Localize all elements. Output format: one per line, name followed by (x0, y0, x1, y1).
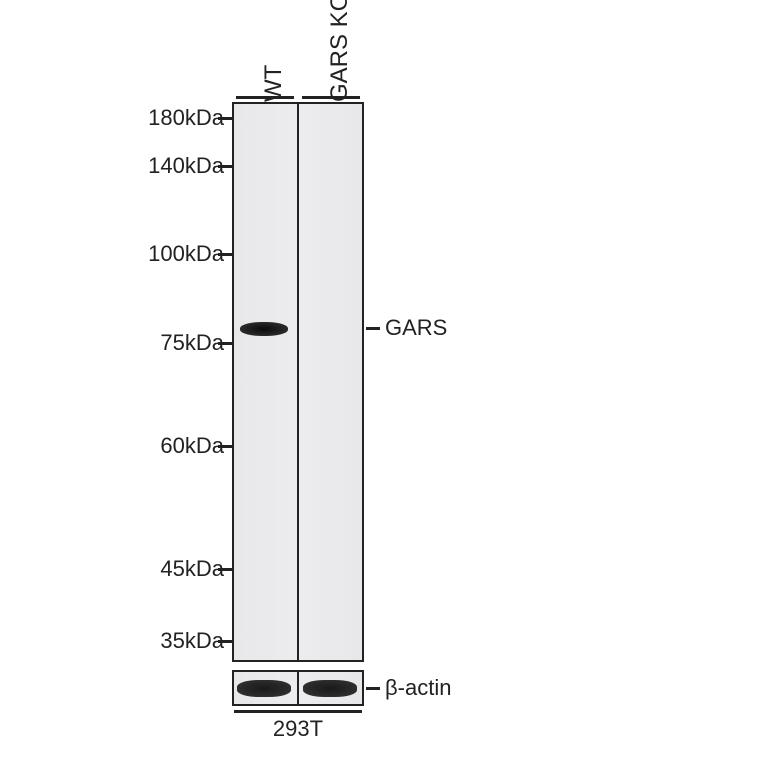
band-actin-ko (303, 680, 357, 697)
mw-label-180: 180kDa (148, 105, 224, 131)
cell-line-label: 293T (232, 716, 364, 742)
mw-tick-180 (218, 117, 232, 120)
mw-label-100: 100kDa (148, 241, 224, 267)
mw-tick-140 (218, 165, 232, 168)
lane-header-ko: GARS KO (326, 0, 354, 102)
protein-tick-gars (366, 327, 380, 330)
mw-label-60: 60kDa (160, 433, 224, 459)
mw-label-45: 45kDa (160, 556, 224, 582)
protein-label-actin: β-actin (385, 675, 451, 701)
cell-line-bar (234, 710, 362, 713)
band-gars-wt (240, 322, 288, 336)
mw-label-75: 75kDa (160, 330, 224, 356)
mw-tick-60 (218, 445, 232, 448)
mw-label-35: 35kDa (160, 628, 224, 654)
mw-tick-100 (218, 253, 232, 256)
mw-label-140: 140kDa (148, 153, 224, 179)
lane-bar-wt (236, 96, 294, 99)
protein-label-gars: GARS (385, 315, 447, 341)
blot-divider-main (297, 102, 299, 662)
mw-tick-75 (218, 342, 232, 345)
blot-divider-actin (297, 670, 299, 706)
lane-bar-ko (302, 96, 360, 99)
band-actin-wt (237, 680, 291, 697)
mw-tick-45 (218, 568, 232, 571)
protein-tick-actin (366, 687, 380, 690)
mw-tick-35 (218, 640, 232, 643)
